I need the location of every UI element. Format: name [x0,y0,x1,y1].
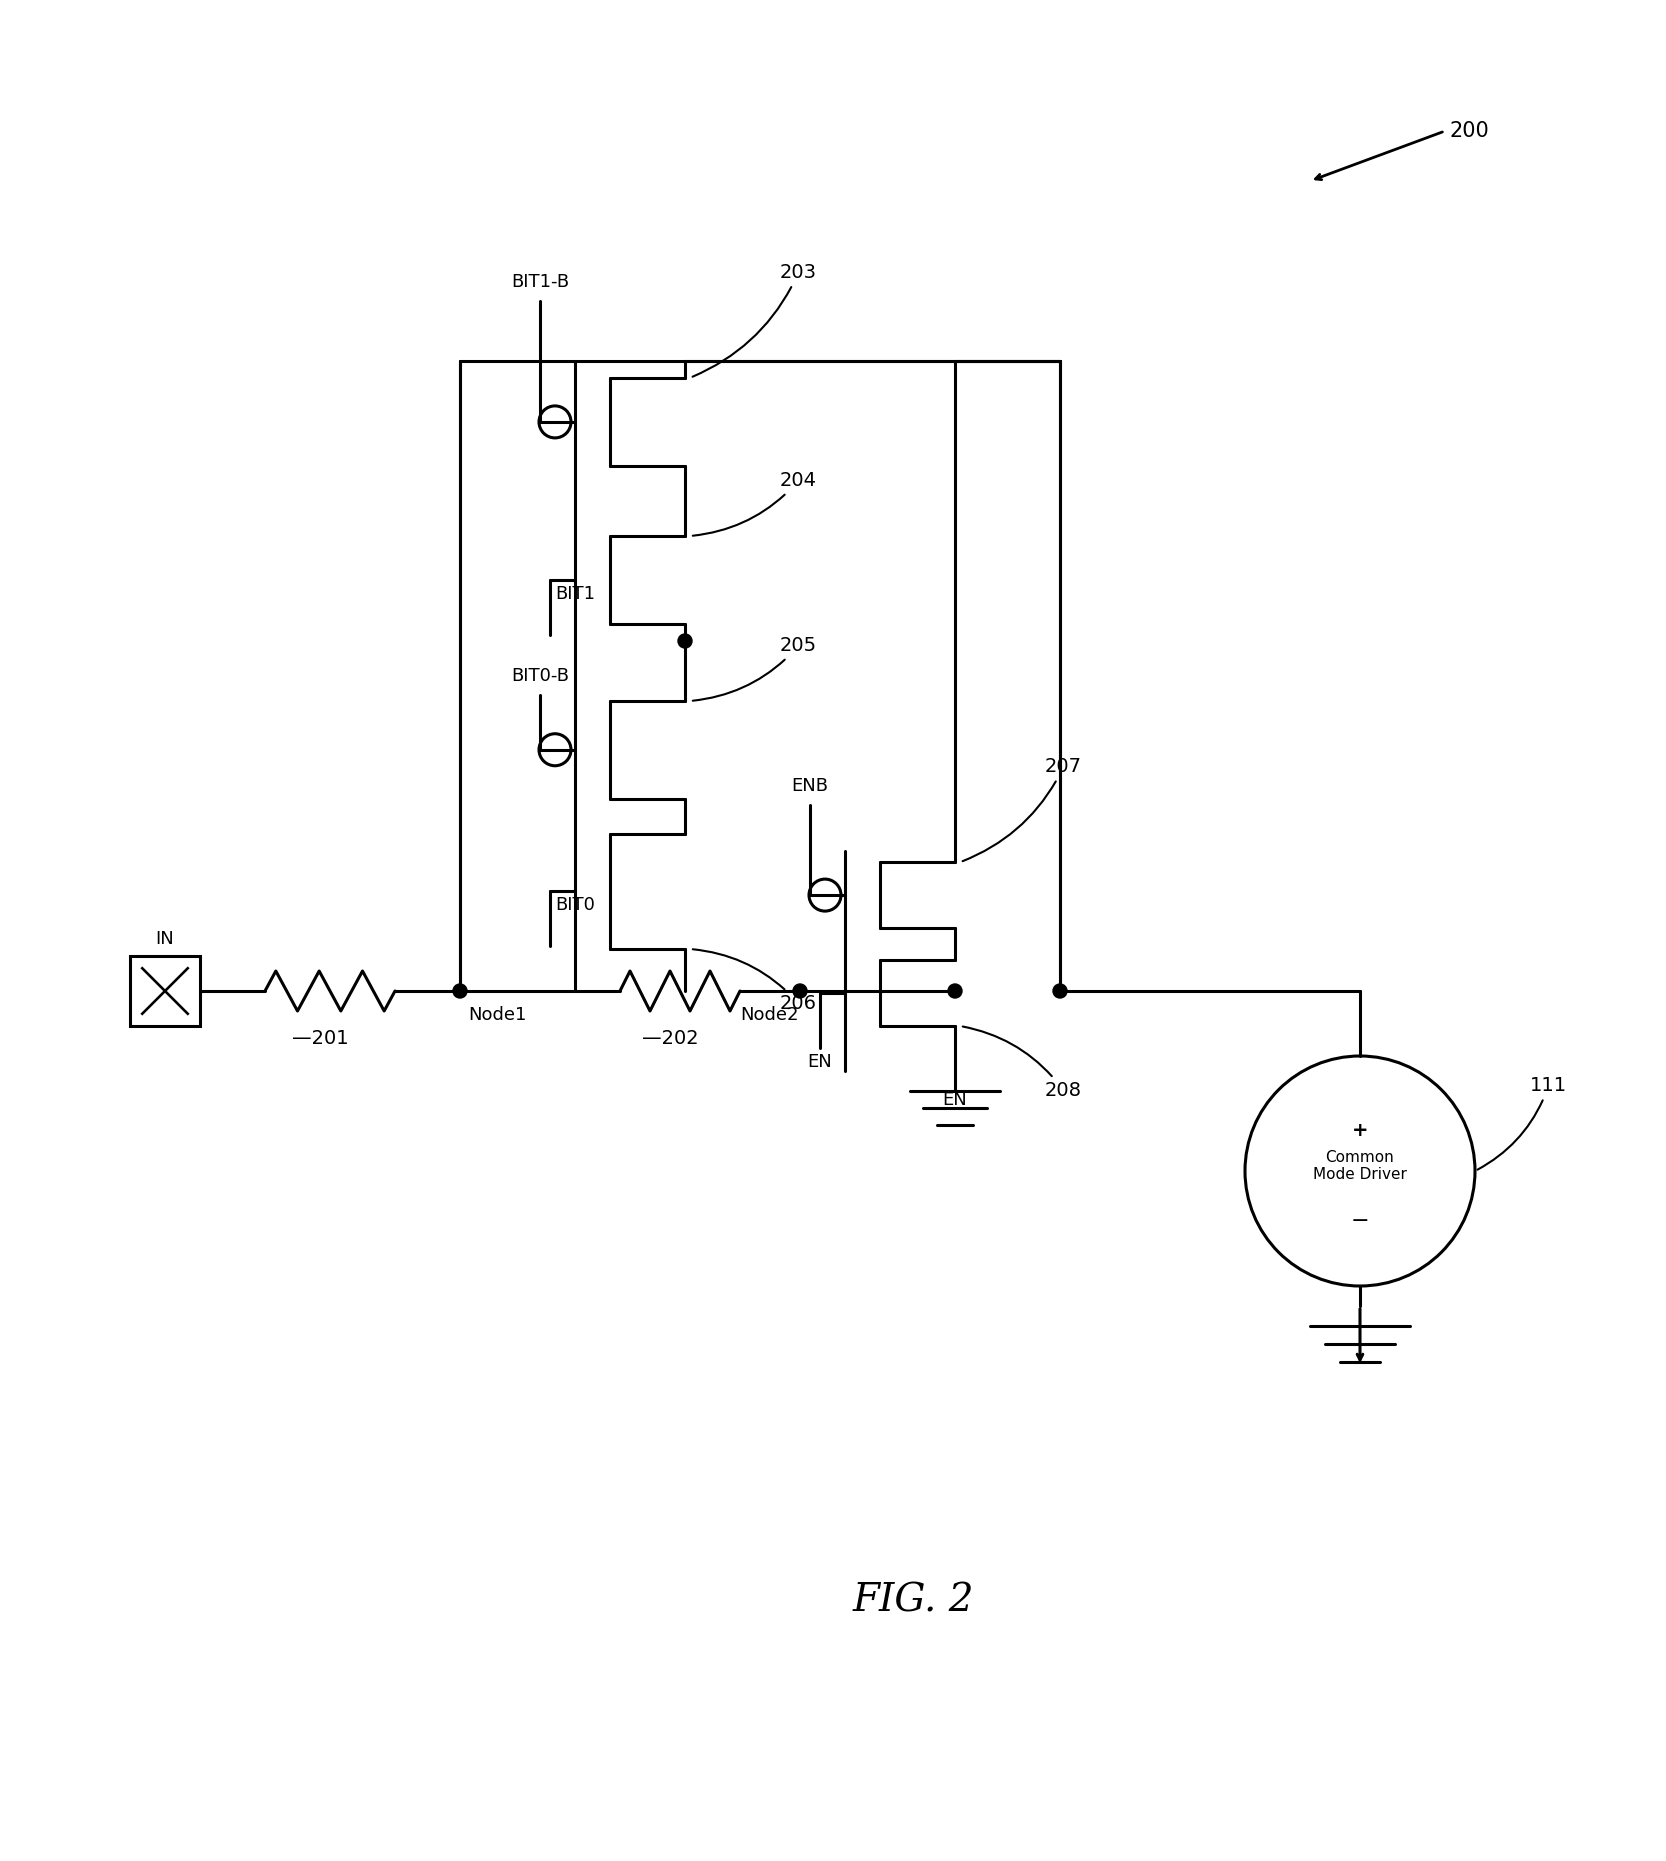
Text: 200: 200 [1449,121,1489,141]
Circle shape [678,635,691,648]
Text: BIT1: BIT1 [555,584,595,603]
Circle shape [453,984,466,997]
Circle shape [793,984,806,997]
Text: BIT1-B: BIT1-B [511,274,570,290]
Text: FIG. 2: FIG. 2 [853,1582,973,1619]
Text: 206: 206 [693,949,816,1012]
Text: —201: —201 [292,1029,348,1048]
Text: −: − [1351,1212,1369,1230]
Text: +: + [1351,1122,1368,1141]
Text: Common
Mode Driver: Common Mode Driver [1313,1150,1408,1182]
Text: EN: EN [808,1053,833,1072]
Circle shape [948,984,961,997]
Circle shape [1053,984,1066,997]
Text: 207: 207 [963,757,1081,862]
Text: 203: 203 [693,262,816,376]
Text: BIT0-B: BIT0-B [511,666,570,685]
Bar [130,957,200,1025]
Text: IN: IN [155,930,175,947]
Text: EN: EN [943,1091,968,1109]
Text: 208: 208 [963,1027,1081,1100]
Text: BIT0: BIT0 [555,897,595,914]
Text: ENB: ENB [791,778,828,795]
Text: Node2: Node2 [740,1007,798,1024]
Text: 205: 205 [693,636,816,702]
Text: 111: 111 [1478,1076,1568,1171]
Text: —202: —202 [641,1029,698,1048]
Text: 204: 204 [693,471,816,536]
Text: Node1: Node1 [468,1007,526,1024]
